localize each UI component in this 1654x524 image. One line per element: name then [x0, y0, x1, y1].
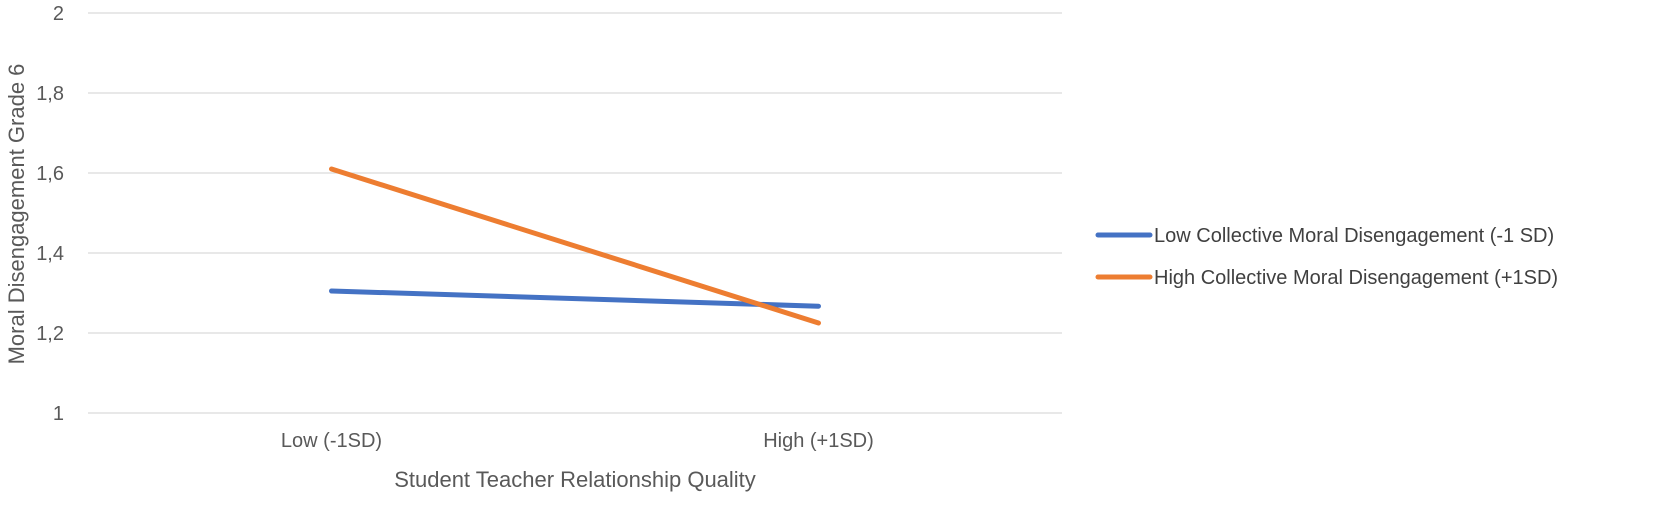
- y-axis-title: Moral Disengagement Grade 6: [4, 64, 29, 365]
- x-tick-label: Low (-1SD): [281, 430, 382, 452]
- legend: Low Collective Moral Disengagement (-1 S…: [1095, 225, 1558, 289]
- series-lines: [329, 166, 821, 326]
- legend-item: Low Collective Moral Disengagement (-1 S…: [1095, 225, 1554, 247]
- y-tick-label: 1,6: [36, 163, 64, 185]
- legend-label: High Collective Moral Disengagement (+1S…: [1154, 267, 1558, 289]
- y-tick-label: 1: [53, 403, 64, 425]
- x-axis-title: Student Teacher Relationship Quality: [394, 467, 756, 492]
- series-line-2: [329, 166, 821, 326]
- series-line-1: [329, 288, 821, 309]
- y-tick-label: 1,2: [36, 323, 64, 345]
- gridlines: [88, 12, 1062, 414]
- x-axis-ticks: Low (-1SD) High (+1SD): [281, 430, 874, 452]
- legend-label: Low Collective Moral Disengagement (-1 S…: [1154, 225, 1554, 247]
- y-tick-label: 2: [53, 3, 64, 25]
- y-tick-label: 1,8: [36, 83, 64, 105]
- x-tick-label: High (+1SD): [763, 430, 874, 452]
- legend-item: High Collective Moral Disengagement (+1S…: [1095, 267, 1558, 289]
- y-tick-label: 1,4: [36, 243, 64, 265]
- y-axis-ticks: 1 1,2 1,4 1,6 1,8 2: [36, 3, 64, 425]
